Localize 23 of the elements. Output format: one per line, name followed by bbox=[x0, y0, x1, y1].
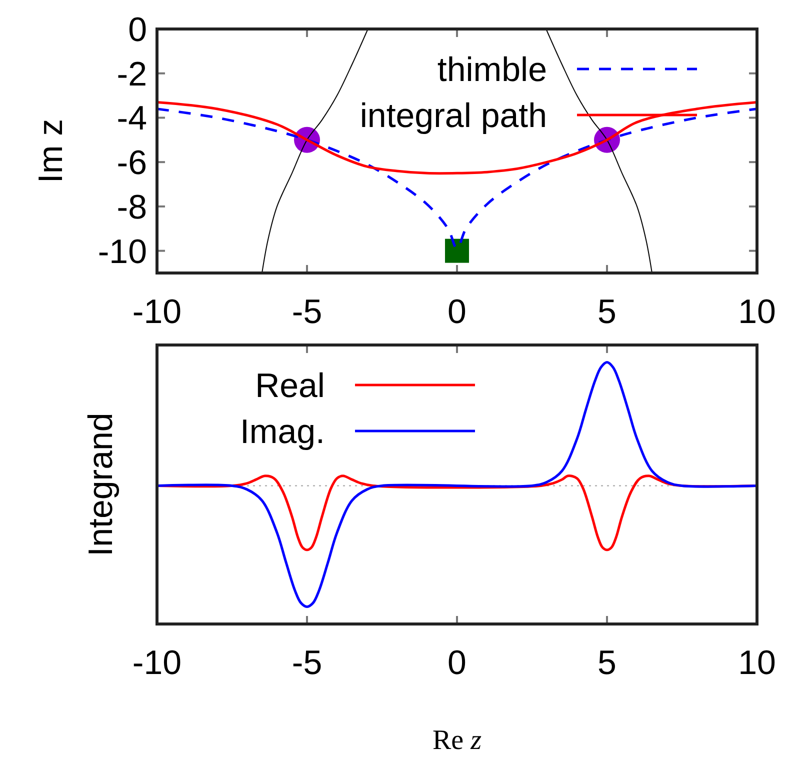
x-tick-label: 10 bbox=[738, 293, 776, 331]
legend-label: thimble bbox=[437, 51, 547, 89]
x-tick-label: -5 bbox=[292, 293, 322, 331]
y-tick-label: -6 bbox=[116, 144, 147, 182]
x-tick-label: 0 bbox=[448, 644, 466, 682]
x-tick-label: 5 bbox=[598, 644, 616, 682]
y-tick-label: 0 bbox=[128, 11, 147, 49]
legend-label: integral path bbox=[360, 97, 547, 135]
x-tick-label: 0 bbox=[448, 293, 466, 331]
line-series bbox=[546, 29, 652, 273]
y-tick-label: -8 bbox=[116, 188, 147, 226]
line-series bbox=[157, 100, 757, 175]
x-tick-label: -5 bbox=[292, 644, 322, 682]
legend-label: Real bbox=[255, 367, 325, 405]
y-tick-label: -4 bbox=[116, 100, 147, 138]
y-axis-title: Im z bbox=[32, 118, 70, 184]
x-tick-label: 5 bbox=[598, 293, 616, 331]
x-axis-title: Re z bbox=[432, 725, 482, 756]
y-tick-label: -10 bbox=[98, 232, 147, 271]
x-tick-label: 10 bbox=[738, 644, 776, 682]
y-axis-title: Integrand bbox=[82, 412, 120, 556]
y-tick-label: -2 bbox=[116, 55, 147, 94]
legend-label: Imag. bbox=[240, 413, 325, 451]
